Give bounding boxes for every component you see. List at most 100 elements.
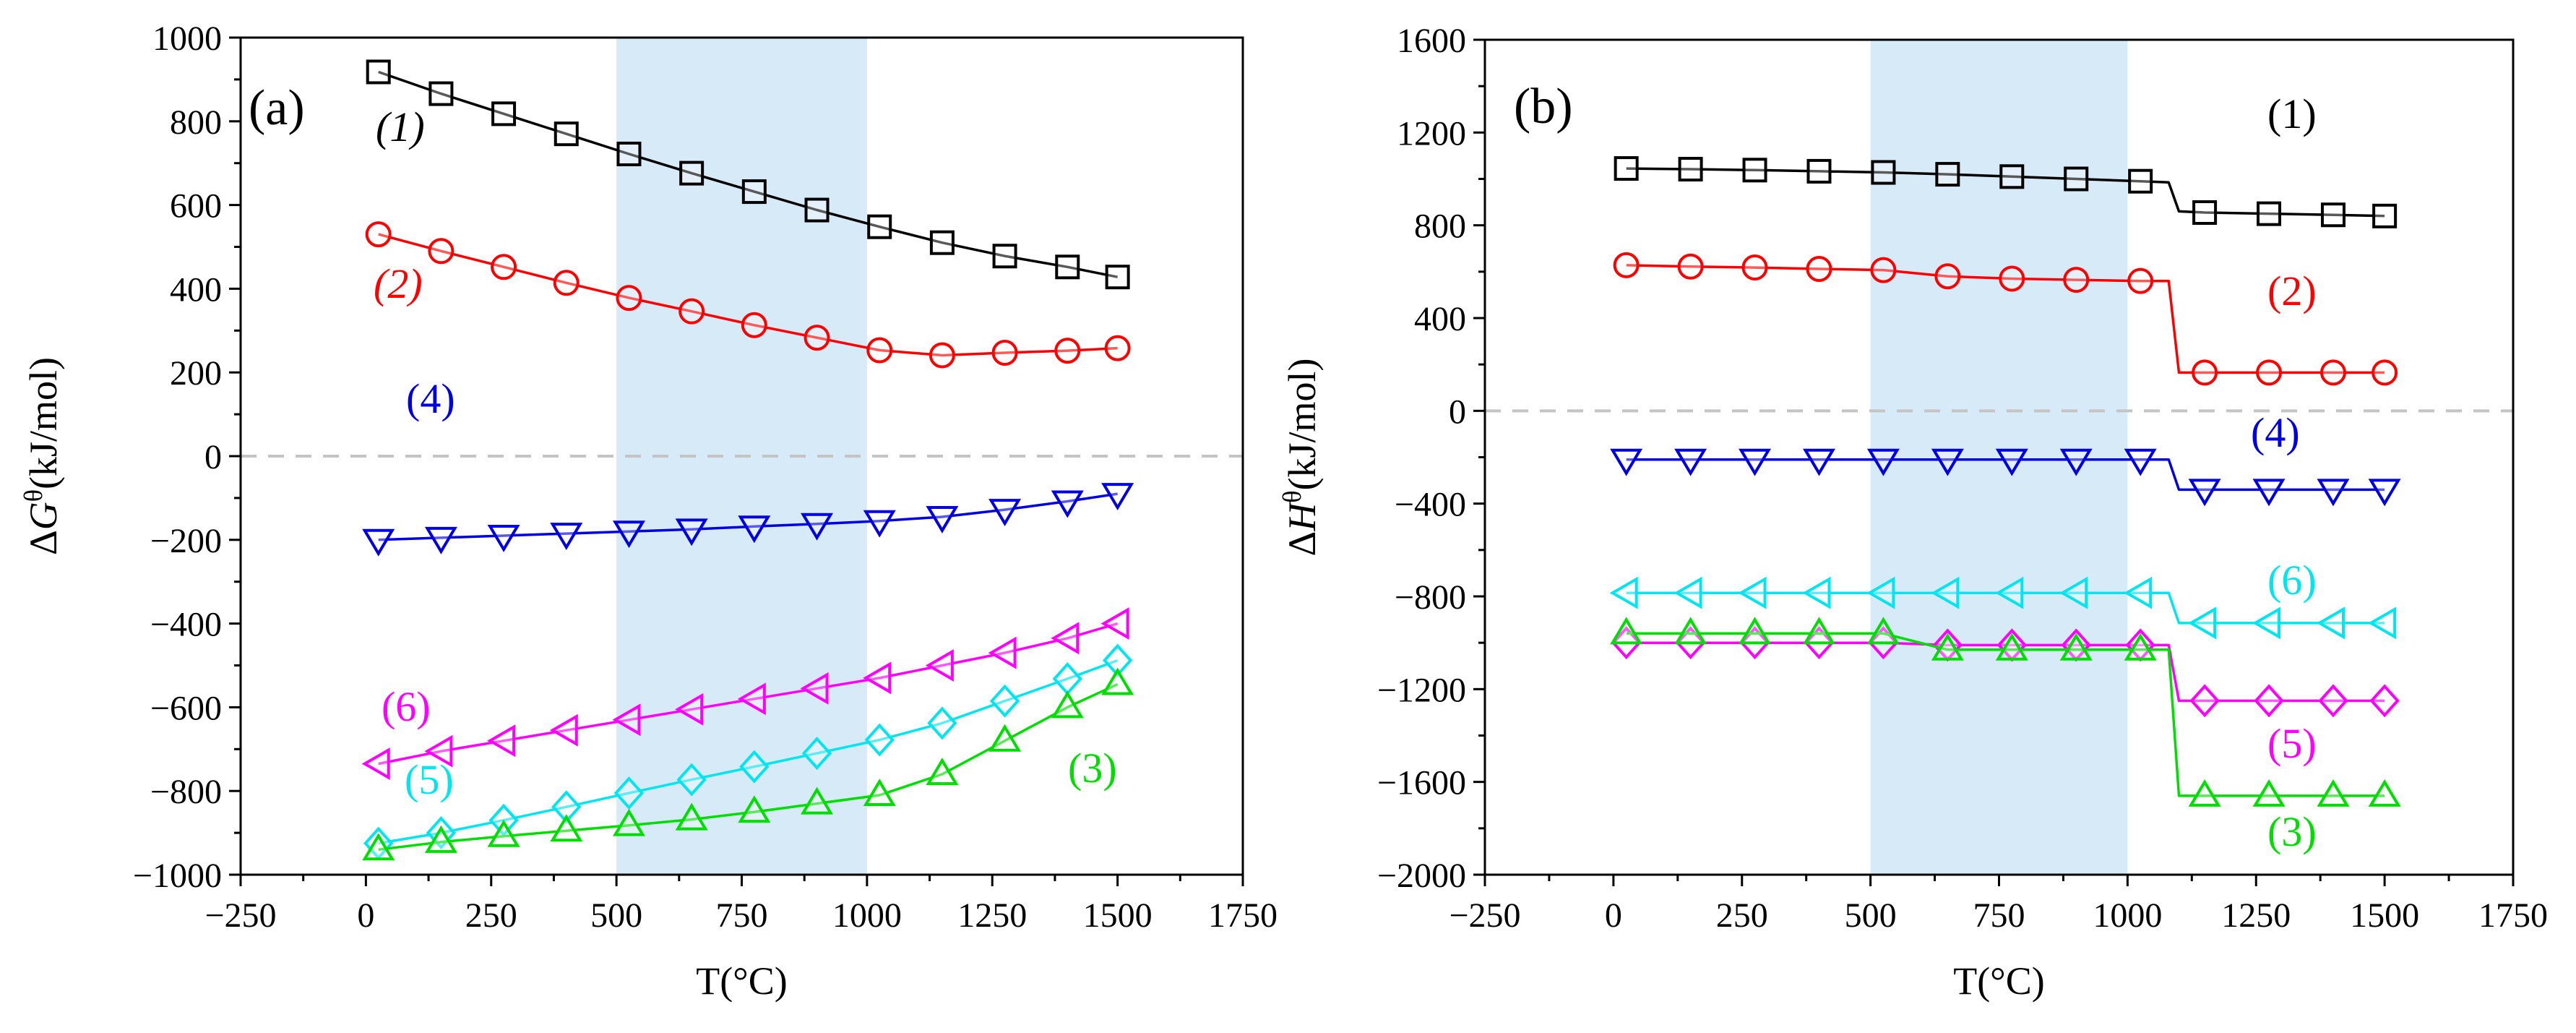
data-point-marker [676,763,707,797]
data-point-marker [804,197,830,223]
data-point-marker [739,750,770,784]
data-point-marker [1999,265,2025,292]
data-point-marker [1802,576,1831,609]
series-line [378,70,1118,278]
data-point-marker [1806,158,1832,184]
panel-b: −250 0 250 500 750 1000 1250 1500 1750 −2000 −1600… [1278,22,2548,1003]
y-tick-label: 0 [1449,393,1466,431]
series-label: (1) [376,103,425,150]
data-point-marker [2318,684,2348,718]
series-label: (3) [2267,808,2317,855]
data-point-marker [738,795,771,823]
x-tick-label: −250 [204,896,276,935]
data-point-marker [926,505,959,533]
x-tick-label: 1750 [1208,896,1278,935]
x-tick-label: 0 [357,896,374,935]
y-tick-label: 400 [1414,300,1466,338]
data-point-marker [2124,448,2157,476]
data-point-marker [1613,252,1640,278]
y-tick-label: 800 [1414,207,1466,246]
data-point-marker [738,515,771,544]
data-point-marker [1741,254,1768,281]
data-point-marker [1935,162,1960,187]
data-point-marker [1100,607,1129,640]
series-line [1626,591,2385,625]
y-tick-label: 600 [170,187,222,226]
data-point-marker [1866,448,1900,476]
x-tick-label: 250 [465,896,517,935]
data-point-marker [2369,684,2400,718]
series-6: (6) [1609,557,2397,640]
data-point-marker [801,786,834,815]
data-point-marker [1870,257,1897,283]
data-point-marker [366,59,391,85]
data-point-marker [428,81,454,106]
series-label: (4) [2251,409,2300,456]
data-point-marker [1054,338,1081,364]
x-tick-label: 1000 [2093,896,2162,935]
series-4: (4) [362,375,1134,557]
x-tick-label: 750 [716,896,768,935]
data-point-marker [2192,200,2218,226]
data-point-marker [616,285,642,312]
data-point-marker [2188,479,2221,507]
y-tick-label: −2000 [1377,857,1466,895]
data-point-marker [2372,359,2398,386]
data-point-marker [1931,448,1964,476]
data-point-marker [925,649,954,682]
y-tick-label: 0 [204,438,222,476]
y-axis-unit: (kJ/mol) [1280,359,1324,491]
data-point-marker [1055,254,1080,280]
data-point-marker [361,747,390,781]
data-point-marker [1610,448,1643,476]
data-point-marker [2127,267,2154,294]
data-point-marker [2317,479,2350,507]
panel-label: (a) [249,80,305,136]
data-point-marker [553,270,580,296]
data-point-marker [1051,622,1080,655]
data-point-marker [365,221,392,248]
data-point-marker [2188,779,2221,807]
data-point-marker [2372,203,2398,228]
data-point-marker [2128,168,2153,194]
data-point-marker [612,703,641,737]
data-point-marker [1738,576,1767,609]
data-point-marker [428,238,455,265]
data-point-marker [863,510,896,538]
data-point-marker [800,672,829,705]
data-point-marker [2320,202,2345,228]
data-point-marker [1742,158,1767,183]
data-point-marker [1999,164,2025,189]
data-point-marker [2319,359,2346,386]
data-point-marker [864,723,895,757]
series-label: (1) [2267,90,2317,137]
y-axis-symbol-letter: G [22,502,65,530]
data-point-marker [1101,667,1134,695]
data-point-marker [2059,448,2093,476]
series-line [378,492,1118,541]
y-tick-label: −200 [150,522,222,560]
data-point-marker [613,776,645,810]
y-tick-label: 1200 [1397,114,1466,153]
y-tick-label: −800 [1395,578,1466,617]
y-tick-label: −1600 [1377,764,1466,802]
data-point-marker [1866,617,1900,645]
data-point-marker [2192,359,2218,386]
data-point-marker [926,758,959,786]
data-point-marker [487,724,516,758]
data-point-marker [675,518,708,546]
x-tick-label: 1250 [957,896,1027,935]
x-axis-label: T(°C) [1953,959,2045,1003]
series-line [1626,458,2385,492]
x-tick-label: 500 [590,896,642,935]
data-point-marker [988,499,1022,527]
data-point-marker [1677,253,1704,280]
y-axis-symbol: Δ [22,530,65,555]
series-3: (3) [362,667,1134,861]
data-point-marker [1051,490,1084,518]
data-point-marker [550,814,583,842]
y-tick-label: −400 [1395,486,1466,524]
data-point-marker [929,342,955,369]
y-axis-superscript: θ [1278,491,1306,503]
data-point-marker [612,520,645,549]
